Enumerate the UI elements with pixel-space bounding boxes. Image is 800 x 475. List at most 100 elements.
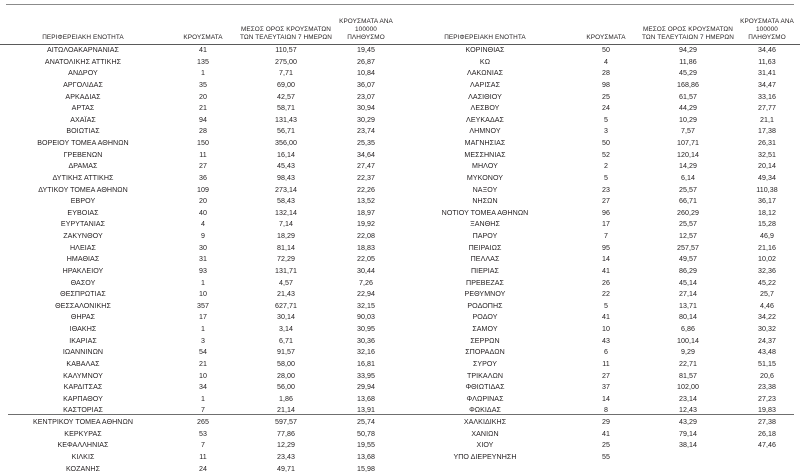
right-row-region: ΡΟΔΟΥ [472,313,498,322]
left-row-avg7: 627,71 [275,301,297,310]
table-row: ΔΥΤΙΚΗΣ ΑΤΤΙΚΗΣ 36 98,43 22,37 [0,173,400,185]
right-row-avg7: 38,14 [678,441,697,450]
right-row-cases: 6 [604,348,608,357]
right-row-per100k: 110,38 [756,185,778,194]
right-row-avg7: 86,29 [678,266,697,275]
table-row: ΝΟΤΙΟΥ ΤΟΜΕΑ ΑΘΗΝΩΝ 96 260,29 18,12 [400,208,800,220]
right-row-region: ΣΕΡΡΩΝ [470,336,500,345]
left-row-per100k: 34,64 [356,150,375,159]
left-row-cases: 135 [197,57,209,66]
table-row: ΑΡΚΑΔΙΑΣ 20 42,57 23,07 [0,92,400,104]
right-row-cases: 96 [602,208,610,217]
left-row-region: ΚΕΦΑΛΛΗΝΙΑΣ [57,441,109,450]
left-row-avg7: 18,29 [276,232,295,241]
right-row-avg7: 7,57 [680,127,695,136]
left-row-cases: 27 [199,162,207,171]
left-row-avg7: 28,00 [276,371,295,380]
left-row-avg7: 7,14 [278,220,293,229]
table-row: ΙΚΑΡΙΑΣ 3 6,71 30,36 [0,336,400,348]
table-row: ΚΕΦΑΛΛΗΝΙΑΣ 7 12,29 19,55 [0,440,400,452]
left-row-per100k: 13,68 [356,394,375,403]
left-row-cases: 41 [199,46,207,55]
table-row: ΘΕΣΠΡΩΤΙΑΣ 10 21,43 22,94 [0,289,400,301]
left-row-region: ΘΕΣΠΡΩΤΙΑΣ [60,290,106,299]
table-row: ΑΙΤΩΛΟΑΚΑΡΝΑΝΙΑΣ 41 110,57 19,45 [0,45,400,57]
table-row: ΕΥΒΟΙΑΣ 40 132,14 18,97 [0,208,400,220]
left-row-per100k: 23,07 [356,92,375,101]
statistics-page: ΠΕΡΙΦΕΡΕΙΑΚΗ ΕΝΟΤΗΤΑ ΚΡΟΥΣΜΑΤΑ ΜΕΣΟΣ ΟΡΟ… [0,4,800,473]
left-row-per100k: 13,68 [356,452,375,461]
left-table-wrapper: ΠΕΡΙΦΕΡΕΙΑΚΗ ΕΝΟΤΗΤΑ ΚΡΟΥΣΜΑΤΑ ΜΕΣΟΣ ΟΡΟ… [0,18,400,475]
right-row-cases: 37 [602,383,610,392]
right-row-avg7: 13,71 [678,301,697,310]
left-row-per100k: 22,94 [356,290,375,299]
right-row-per100k: 32,51 [757,150,776,159]
right-row-cases: 3 [604,127,608,136]
right-row-cases: 95 [602,243,610,252]
left-row-region: ΚΑΡΠΑΘΟΥ [63,394,103,403]
table-row: ΑΧΑΪΑΣ 94 131,43 30,29 [0,115,400,127]
table-row: ΡΟΔΟΥ 41 80,14 34,22 [400,312,800,324]
table-row: ΘΗΡΑΣ 17 30,14 90,03 [0,312,400,324]
right-row-cases: 14 [602,255,610,264]
right-row-region: ΥΠΟ ΔΙΕΡΕΥΝΗΣΗ [453,452,517,461]
right-row-per100k: 34,46 [757,46,776,55]
left-row-avg7: 356,00 [275,139,297,148]
left-row-avg7: 275,00 [275,57,297,66]
left-row-avg7: 49,71 [276,464,295,473]
right-row-region: ΝΗΣΩΝ [472,197,498,206]
left-row-region: ΚΟΖΑΝΗΣ [65,464,101,473]
left-row-avg7: 91,57 [276,348,295,357]
right-row-per100k: 34,47 [757,80,776,89]
right-row-cases: 8 [604,406,608,415]
table-row: ΚΑΒΑΛΑΣ 21 58,00 16,81 [0,359,400,371]
right-row-avg7: 11,86 [679,57,697,66]
right-row-region: ΣΠΟΡΑΔΩΝ [465,348,505,357]
table-row: ΚΩ 4 11,86 11,63 [400,57,800,69]
right-row-per100k: 21,16 [757,243,776,252]
left-row-per100k: 30,94 [356,104,375,113]
left-row-region: ΑΧΑΪΑΣ [70,115,96,124]
left-row-avg7: 58,43 [276,197,295,206]
left-row-region: ΒΟΡΕΙΟΥ ΤΟΜΕΑ ΑΘΗΝΩΝ [37,139,129,148]
right-row-region: ΦΛΩΡΙΝΑΣ [466,394,504,403]
right-row-cases: 5 [604,115,608,124]
left-row-cases: 9 [201,232,205,241]
left-row-avg7: 77,86 [276,429,295,438]
left-row-cases: 4 [201,220,205,229]
right-header-avg7-line2: ΤΩΝ ΤΕΛΕΥΤΑΙΩΝ 7 ΗΜΕΡΩΝ [642,34,734,42]
table-row: ΠΙΕΡΙΑΣ 41 86,29 32,36 [400,266,800,278]
table-row: ΛΑΡΙΣΑΣ 98 168,86 34,47 [400,80,800,92]
table-row: ΛΕΣΒΟΥ 24 44,29 27,77 [400,103,800,115]
right-row-cases: 26 [602,278,610,287]
left-row-region: ΗΜΑΘΙΑΣ [66,255,100,264]
right-row-region: ΠΕΛΛΑΣ [470,255,500,264]
right-row-per100k: 32,36 [757,266,776,275]
table-row: ΙΩΑΝΝΙΝΩΝ 54 91,57 32,16 [0,347,400,359]
left-row-avg7: 45,43 [276,162,295,171]
table-row: ΠΡΕΒΕΖΑΣ 26 45,14 45,22 [400,278,800,290]
table-row: ΛΑΣΙΘΙΟΥ 25 61,57 33,16 [400,92,800,104]
right-row-cases: 41 [602,266,610,275]
table-row: ΚΑΣΤΟΡΙΑΣ 7 21,14 13,91 [0,405,400,417]
left-row-region: ΑΡΓΟΛΙΔΑΣ [63,80,103,89]
right-row-per100k: 49,34 [757,173,776,182]
left-row-region: ΚΕΡΚΥΡΑΣ [64,429,102,438]
right-row-per100k: 18,12 [757,208,776,217]
table-row: ΑΝΔΡΟΥ 1 7,71 10,84 [0,68,400,80]
left-header-avg7-line2: ΤΩΝ ΤΕΛΕΥΤΑΙΩΝ 7 ΗΜΕΡΩΝ [240,34,332,42]
left-row-region: ΕΥΡΥΤΑΝΙΑΣ [60,220,106,229]
right-row-avg7: 80,14 [678,313,697,322]
right-regions-table: ΠΕΡΙΦΕΡΕΙΑΚΗ ΕΝΟΤΗΤΑ ΚΡΟΥΣΜΑΤΑ ΜΕΣΟΣ ΟΡΟ… [400,18,800,464]
table-row: ΙΘΑΚΗΣ 1 3,14 30,95 [0,324,400,336]
table-row: ΦΩΚΙΔΑΣ 8 12,43 19,83 [400,405,800,417]
right-row-avg7: 66,71 [678,197,697,206]
right-row-region: ΛΗΜΝΟΥ [469,127,501,136]
bottom-divider [8,414,794,415]
left-row-cases: 265 [197,418,209,427]
right-row-cases: 52 [602,150,610,159]
right-row-per100k: 20,6 [759,371,774,380]
left-row-avg7: 131,43 [275,115,297,124]
right-row-region: ΜΕΣΣΗΝΙΑΣ [464,150,506,159]
right-row-avg7: 27,14 [678,290,697,299]
